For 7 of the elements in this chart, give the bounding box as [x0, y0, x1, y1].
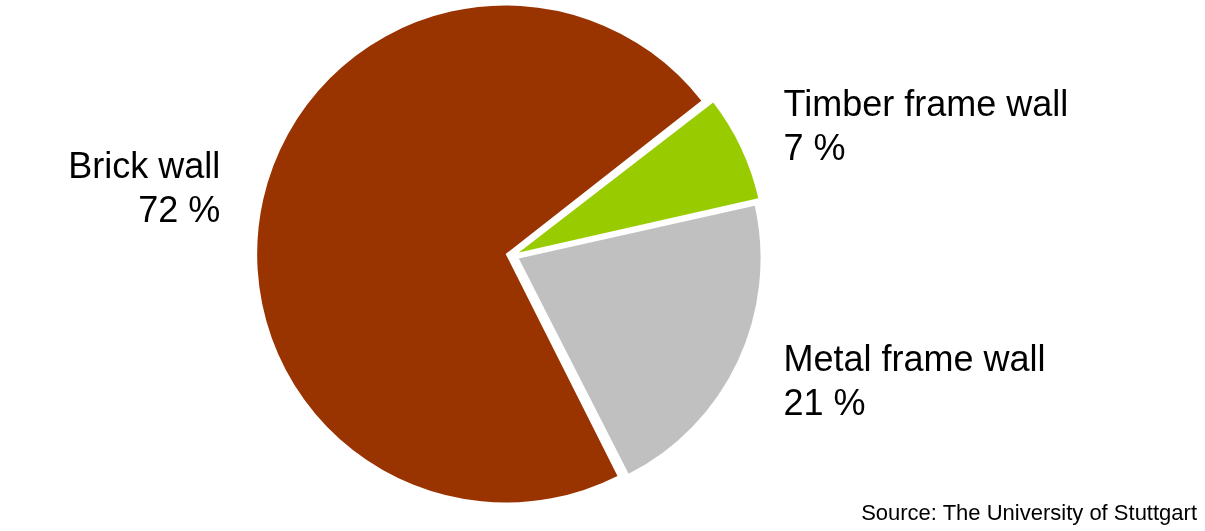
slice-label: Timber frame wall: [783, 82, 1069, 124]
data-label: 21 %: [783, 381, 866, 423]
slice-label: Metal frame wall: [783, 337, 1046, 379]
data-label: 7 %: [783, 126, 846, 168]
slice-label: Brick wall: [68, 145, 221, 187]
source-note: Source: The University of Stuttgart: [861, 500, 1197, 526]
data-label: 72 %: [138, 189, 221, 231]
